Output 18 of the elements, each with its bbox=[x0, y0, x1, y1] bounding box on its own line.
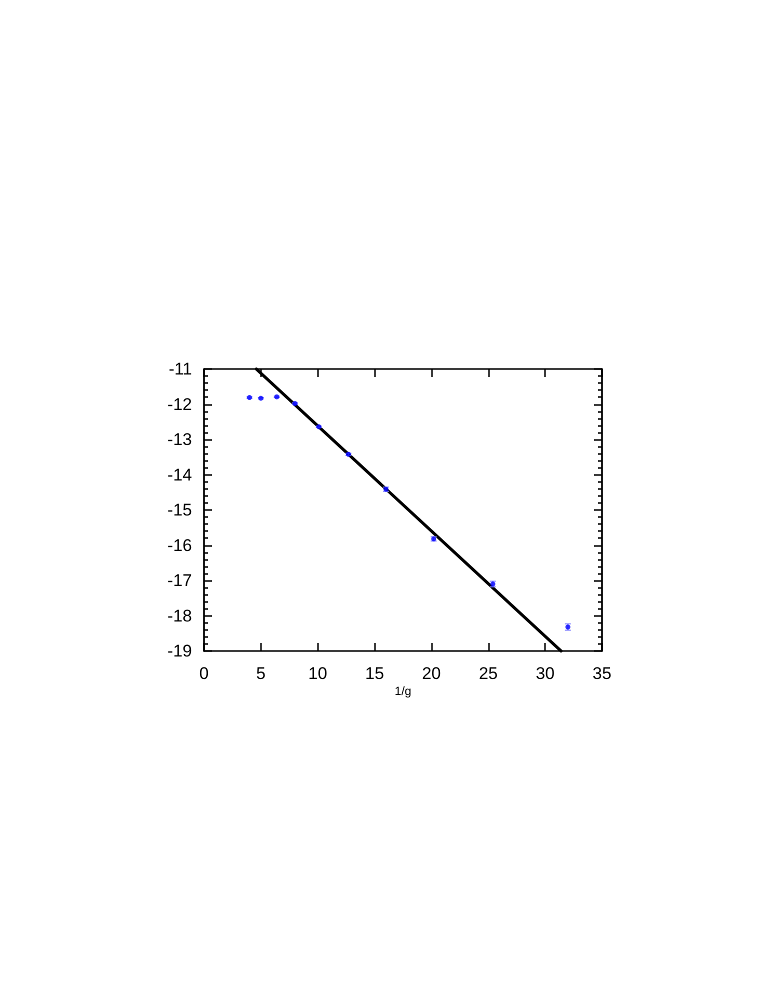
y-tick-label: -17 bbox=[167, 571, 192, 590]
x-tick-label: 10 bbox=[308, 664, 328, 683]
y-tick-label: -14 bbox=[167, 465, 192, 484]
x-tick-label: 35 bbox=[592, 664, 612, 683]
y-tick-label: -16 bbox=[167, 536, 192, 555]
x-tick-label: 25 bbox=[478, 664, 498, 683]
y-tick-label: -13 bbox=[167, 430, 192, 449]
y-tick-label: -19 bbox=[167, 642, 192, 660]
y-tick-label: -15 bbox=[167, 500, 192, 520]
x-axis-title: 1/g bbox=[394, 684, 412, 698]
y-tick-label: -11 bbox=[168, 360, 192, 378]
x-tick-label: 30 bbox=[536, 664, 555, 683]
y-tick-label: -18 bbox=[167, 606, 192, 626]
x-tick-label: 15 bbox=[365, 664, 384, 683]
x-tick-label: 5 bbox=[256, 664, 266, 683]
x-tick-label: 20 bbox=[422, 664, 441, 683]
y-tick-label: -12 bbox=[167, 394, 192, 414]
x-tick-label: 0 bbox=[199, 664, 209, 683]
